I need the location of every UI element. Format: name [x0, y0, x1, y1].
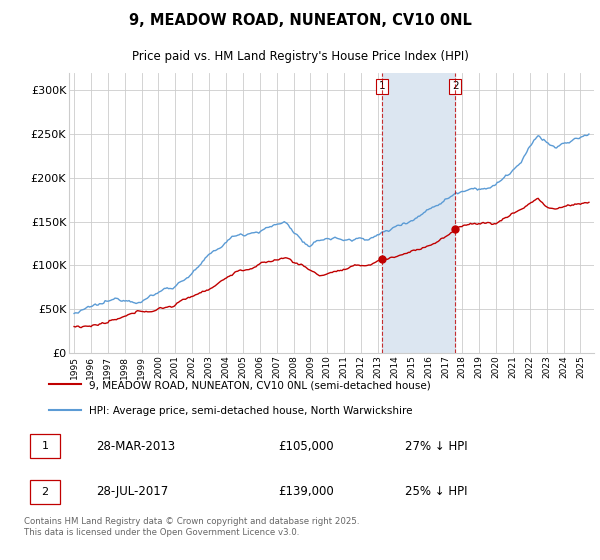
Text: £139,000: £139,000 — [278, 485, 334, 498]
Text: 2: 2 — [41, 487, 49, 497]
Text: Contains HM Land Registry data © Crown copyright and database right 2025.
This d: Contains HM Land Registry data © Crown c… — [24, 517, 359, 536]
Text: 25% ↓ HPI: 25% ↓ HPI — [405, 485, 467, 498]
Bar — [382, 73, 455, 353]
Text: 9, MEADOW ROAD, NUNEATON, CV10 0NL: 9, MEADOW ROAD, NUNEATON, CV10 0NL — [128, 13, 472, 29]
Text: 1: 1 — [41, 441, 49, 451]
Text: 27% ↓ HPI: 27% ↓ HPI — [405, 440, 467, 453]
FancyBboxPatch shape — [29, 434, 60, 459]
Text: 28-JUL-2017: 28-JUL-2017 — [96, 485, 168, 498]
Text: HPI: Average price, semi-detached house, North Warwickshire: HPI: Average price, semi-detached house,… — [89, 405, 412, 416]
Text: 9, MEADOW ROAD, NUNEATON, CV10 0NL (semi-detached house): 9, MEADOW ROAD, NUNEATON, CV10 0NL (semi… — [89, 381, 431, 390]
Text: 28-MAR-2013: 28-MAR-2013 — [96, 440, 175, 453]
Text: 1: 1 — [379, 81, 385, 91]
FancyBboxPatch shape — [29, 479, 60, 504]
Text: £105,000: £105,000 — [278, 440, 334, 453]
Text: Price paid vs. HM Land Registry's House Price Index (HPI): Price paid vs. HM Land Registry's House … — [131, 50, 469, 63]
Text: 2: 2 — [452, 81, 458, 91]
